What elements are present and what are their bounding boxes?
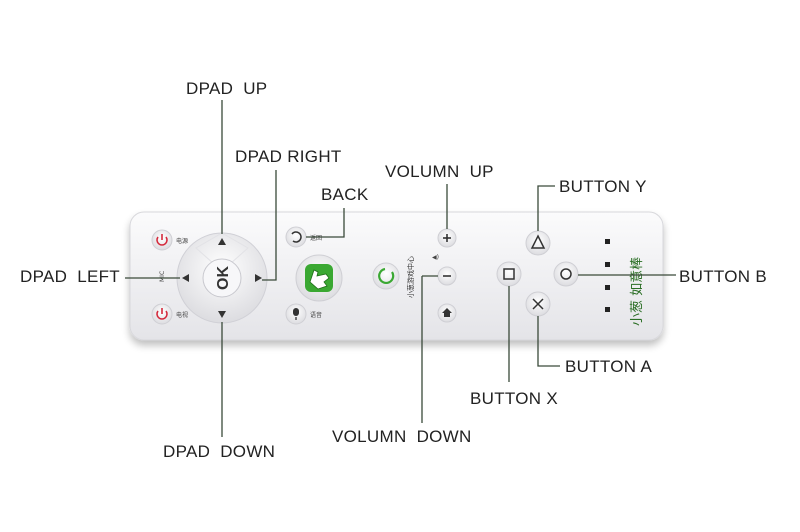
mouse-mode-button[interactable] <box>295 254 343 302</box>
brand-text: 小葱 如意棒 <box>629 257 645 326</box>
label-dpad-down: DPAD DOWN <box>163 442 276 461</box>
dpad-right-arrow <box>255 274 262 282</box>
cross-icon <box>532 298 544 310</box>
leader-back <box>306 208 345 238</box>
button-y[interactable] <box>525 230 551 256</box>
label-volume-up: VOLUMN UP <box>385 162 494 181</box>
button-a[interactable] <box>525 291 551 317</box>
home-button[interactable] <box>437 303 457 323</box>
label-button-a: BUTTON A <box>565 357 653 376</box>
label-dpad-right: DPAD RIGHT <box>235 147 342 166</box>
back-arrow-icon <box>291 231 302 243</box>
power-button-bottom[interactable] <box>151 303 173 325</box>
leader-volume-down <box>421 275 438 423</box>
volume-speaker-mark: ◀) <box>432 254 439 261</box>
ok-label: OK <box>215 266 232 290</box>
label-back: BACK <box>321 185 369 204</box>
power-icon <box>156 234 168 246</box>
home-icon <box>442 308 452 317</box>
dpad-up-arrow <box>218 238 226 245</box>
dpad-down-arrow <box>218 311 226 318</box>
back-button[interactable] <box>285 226 307 248</box>
plus-icon <box>443 234 451 242</box>
dpad-left-arrow <box>182 274 189 282</box>
mic-label: MIC <box>159 271 166 282</box>
small-label-voice: 语音 <box>310 311 322 319</box>
label-button-x: BUTTON X <box>470 389 559 408</box>
volume-down-button[interactable] <box>437 266 457 286</box>
triangle-icon <box>530 234 546 249</box>
button-b[interactable] <box>553 261 579 287</box>
label-dpad-left: DPAD LEFT <box>20 267 120 286</box>
leader-button-y <box>537 185 555 231</box>
button-x[interactable] <box>496 261 522 287</box>
ok-button[interactable]: OK <box>202 258 242 298</box>
hand-pointer-icon <box>309 269 330 290</box>
label-dpad-up: DPAD UP <box>186 79 268 98</box>
mic-icon <box>293 308 299 320</box>
leader-dpad-right <box>262 170 277 281</box>
volume-up-button[interactable] <box>437 228 457 248</box>
small-label-tv: 电视 <box>176 311 188 319</box>
label-button-y: BUTTON Y <box>559 177 647 196</box>
label-button-b: BUTTON B <box>679 267 768 286</box>
power-icon <box>156 308 168 320</box>
leader-button-a <box>537 316 560 367</box>
square-icon <box>503 268 515 280</box>
small-label-power: 电源 <box>176 237 188 245</box>
circle-icon <box>560 268 572 280</box>
power-button-top[interactable] <box>151 229 173 251</box>
game-center-button[interactable] <box>372 262 400 290</box>
dpad: OK <box>176 232 268 324</box>
refresh-icon <box>378 267 395 284</box>
leader-lines <box>125 100 676 437</box>
small-label-back: 返回 <box>310 235 322 242</box>
indicator-dots <box>605 239 610 312</box>
label-volume-down: VOLUMN DOWN <box>332 427 472 446</box>
vertical-game-center-text: 小葱游戏中心 <box>406 256 415 298</box>
voice-button[interactable] <box>285 303 307 325</box>
